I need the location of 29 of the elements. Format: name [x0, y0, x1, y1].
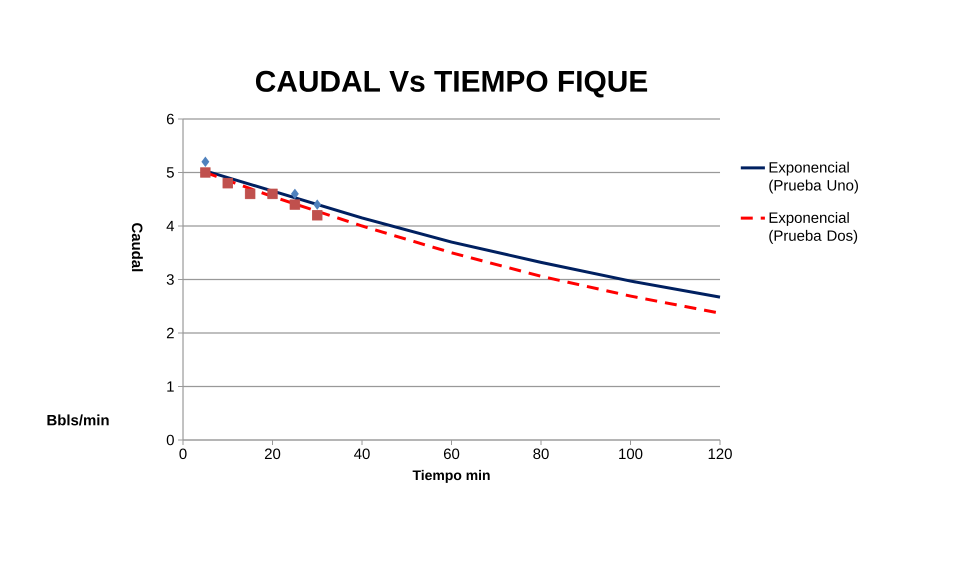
point — [244, 188, 256, 200]
y-tick-label: 1 — [167, 381, 174, 392]
y-axis-title: Caudal — [132, 223, 143, 272]
x-tick-label: 40 — [354, 448, 370, 460]
x-tick-label: 120 — [708, 448, 732, 460]
y-tick-label: 0 — [166, 434, 174, 446]
text: Bbls/min — [47, 414, 109, 426]
point — [222, 178, 233, 188]
x-tick-label: 80 — [533, 448, 549, 460]
y-tick-label: 6 — [166, 114, 174, 124]
x-tick-label: 60 — [444, 448, 460, 460]
x-tick-label: 0 — [179, 448, 187, 460]
y-tick-label: 2 — [166, 328, 174, 338]
legend-label: Exponencial (Prueba Dos) — [769, 212, 858, 244]
x-axis-title: Tiempo min — [412, 470, 490, 483]
x-tick-label: 100 — [619, 448, 642, 460]
point — [200, 167, 211, 178]
point — [290, 199, 300, 210]
point — [290, 188, 299, 200]
y-tick-label: 3 — [166, 274, 174, 285]
point — [267, 188, 278, 200]
y-tick-label: 5 — [166, 167, 174, 178]
point — [201, 156, 210, 167]
point — [313, 199, 322, 210]
legend-label: Exponencial (Prueba Uno) — [769, 162, 858, 194]
chart-title: CAUDAL Vs TIEMPO FIQUE — [256, 70, 648, 98]
y-tick-label: 4 — [166, 220, 174, 232]
point — [312, 210, 322, 220]
x-tick-label: 20 — [264, 448, 280, 460]
